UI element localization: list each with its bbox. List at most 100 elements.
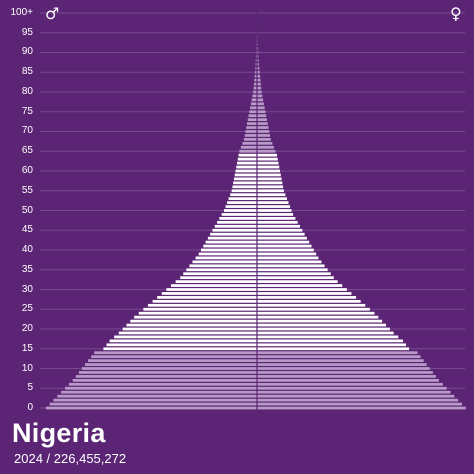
female-bar-age-28 [257,296,357,299]
female-bar-age-80 [257,90,262,94]
female-bar-age-31 [257,284,343,287]
female-bar-age-15 [257,347,410,351]
female-bar-age-87 [257,62,259,66]
female-bar-age-88 [257,59,259,62]
population-total: 226,455,272 [53,451,127,466]
male-bar-age-83 [254,78,257,82]
y-tick-label: 10 [21,362,33,374]
female-bar-age-55 [257,189,284,193]
female-bar-age-48 [257,217,296,220]
female-bar-age-45 [257,228,303,232]
female-bar-age-22 [257,319,383,323]
female-bar-age-79 [257,94,263,98]
male-bar-age-77 [250,102,257,106]
female-bar-age-61 [257,165,280,169]
male-bar-age-73 [247,118,257,122]
female-bar-age-84 [257,74,261,78]
male-bar-age-4 [61,390,258,394]
female-bar-age-44 [257,232,305,236]
female-bar-age-32 [257,280,338,283]
female-bar-age-82 [257,82,261,86]
y-tick-label: 30 [21,283,33,295]
male-bar-age-40 [200,248,257,252]
male-bar-age-55 [231,189,257,193]
male-bar-age-88 [255,59,257,62]
female-bar-age-35 [257,268,328,272]
female-bar-age-42 [257,240,310,244]
female-bar-age-12 [257,359,424,362]
male-bar-age-47 [217,220,257,224]
female-symbol: ♀ [450,4,462,23]
male-bar-age-15 [103,347,257,351]
male-bar-age-65 [239,149,257,153]
female-bar-age-1 [257,402,463,406]
male-bar-age-48 [219,217,257,220]
y-tick-label: 20 [21,323,33,334]
female-bar-age-4 [257,390,451,394]
male-bar-age-1 [49,402,257,406]
female-bar-age-34 [257,272,331,276]
male-bar-age-86 [255,66,257,70]
male-bar-age-67 [242,141,257,145]
y-tick-label: 90 [21,46,33,58]
female-bar-age-2 [257,398,459,402]
female-bar-age-51 [257,205,291,208]
y-tick-label: 15 [21,342,33,354]
female-bar-age-0 [257,406,466,410]
male-bar-age-70 [245,130,257,133]
female-bar-age-60 [257,169,281,173]
female-bar-age-7 [257,378,439,382]
male-bar-age-36 [189,264,257,268]
y-tick-label: 25 [21,303,33,315]
female-bar-age-18 [257,335,399,339]
y-tick-label: 60 [21,164,33,176]
male-bar-age-5 [65,386,258,390]
male-bar-age-17 [109,339,257,343]
female-bar-age-49 [257,213,294,216]
female-bar-age-13 [257,355,421,359]
female-bar-age-43 [257,236,307,240]
male-bar-age-43 [207,236,257,240]
female-bar-age-52 [257,201,289,204]
male-bar-age-0 [45,406,257,410]
female-bar-age-68 [257,138,271,141]
male-bar-age-44 [210,232,257,236]
male-bar-age-26 [147,303,257,307]
male-bar-age-6 [68,382,257,386]
male-bar-age-59 [234,173,257,177]
y-tick-label: 70 [21,125,33,137]
male-bar-age-9 [78,371,257,374]
female-bar-age-39 [257,252,317,256]
female-bar-age-73 [257,118,267,122]
male-bar-age-72 [247,122,257,125]
y-tick-label: 65 [21,145,33,157]
male-bar-age-46 [214,224,257,228]
female-bar-age-27 [257,299,361,303]
female-bar-age-72 [257,122,268,125]
female-bar-age-30 [257,288,347,291]
male-bar-age-10 [81,367,257,370]
female-bar-age-17 [257,339,403,343]
male-bar-age-35 [186,268,257,272]
female-bar-age-54 [257,193,286,197]
female-bar-age-66 [257,145,274,149]
female-bar-age-8 [257,375,436,378]
male-bar-age-50 [223,209,257,212]
female-bar-age-86 [257,66,260,70]
male-bar-age-78 [251,98,257,102]
male-bar-age-27 [152,299,257,303]
female-bar-age-69 [257,134,271,137]
female-bar-age-3 [257,394,455,398]
male-bar-age-3 [57,394,257,398]
subtitle: 2024 / 226,455,272 [14,451,126,466]
female-bar-age-33 [257,276,334,280]
female-bar-age-19 [257,331,394,335]
male-symbol: ♂ [45,4,60,23]
male-bar-age-74 [248,114,257,118]
female-bar-age-64 [257,153,277,157]
female-bar-age-5 [257,386,447,390]
female-bar-age-62 [257,161,279,165]
male-bar-age-85 [255,70,257,74]
y-tick-label: 75 [21,105,33,117]
